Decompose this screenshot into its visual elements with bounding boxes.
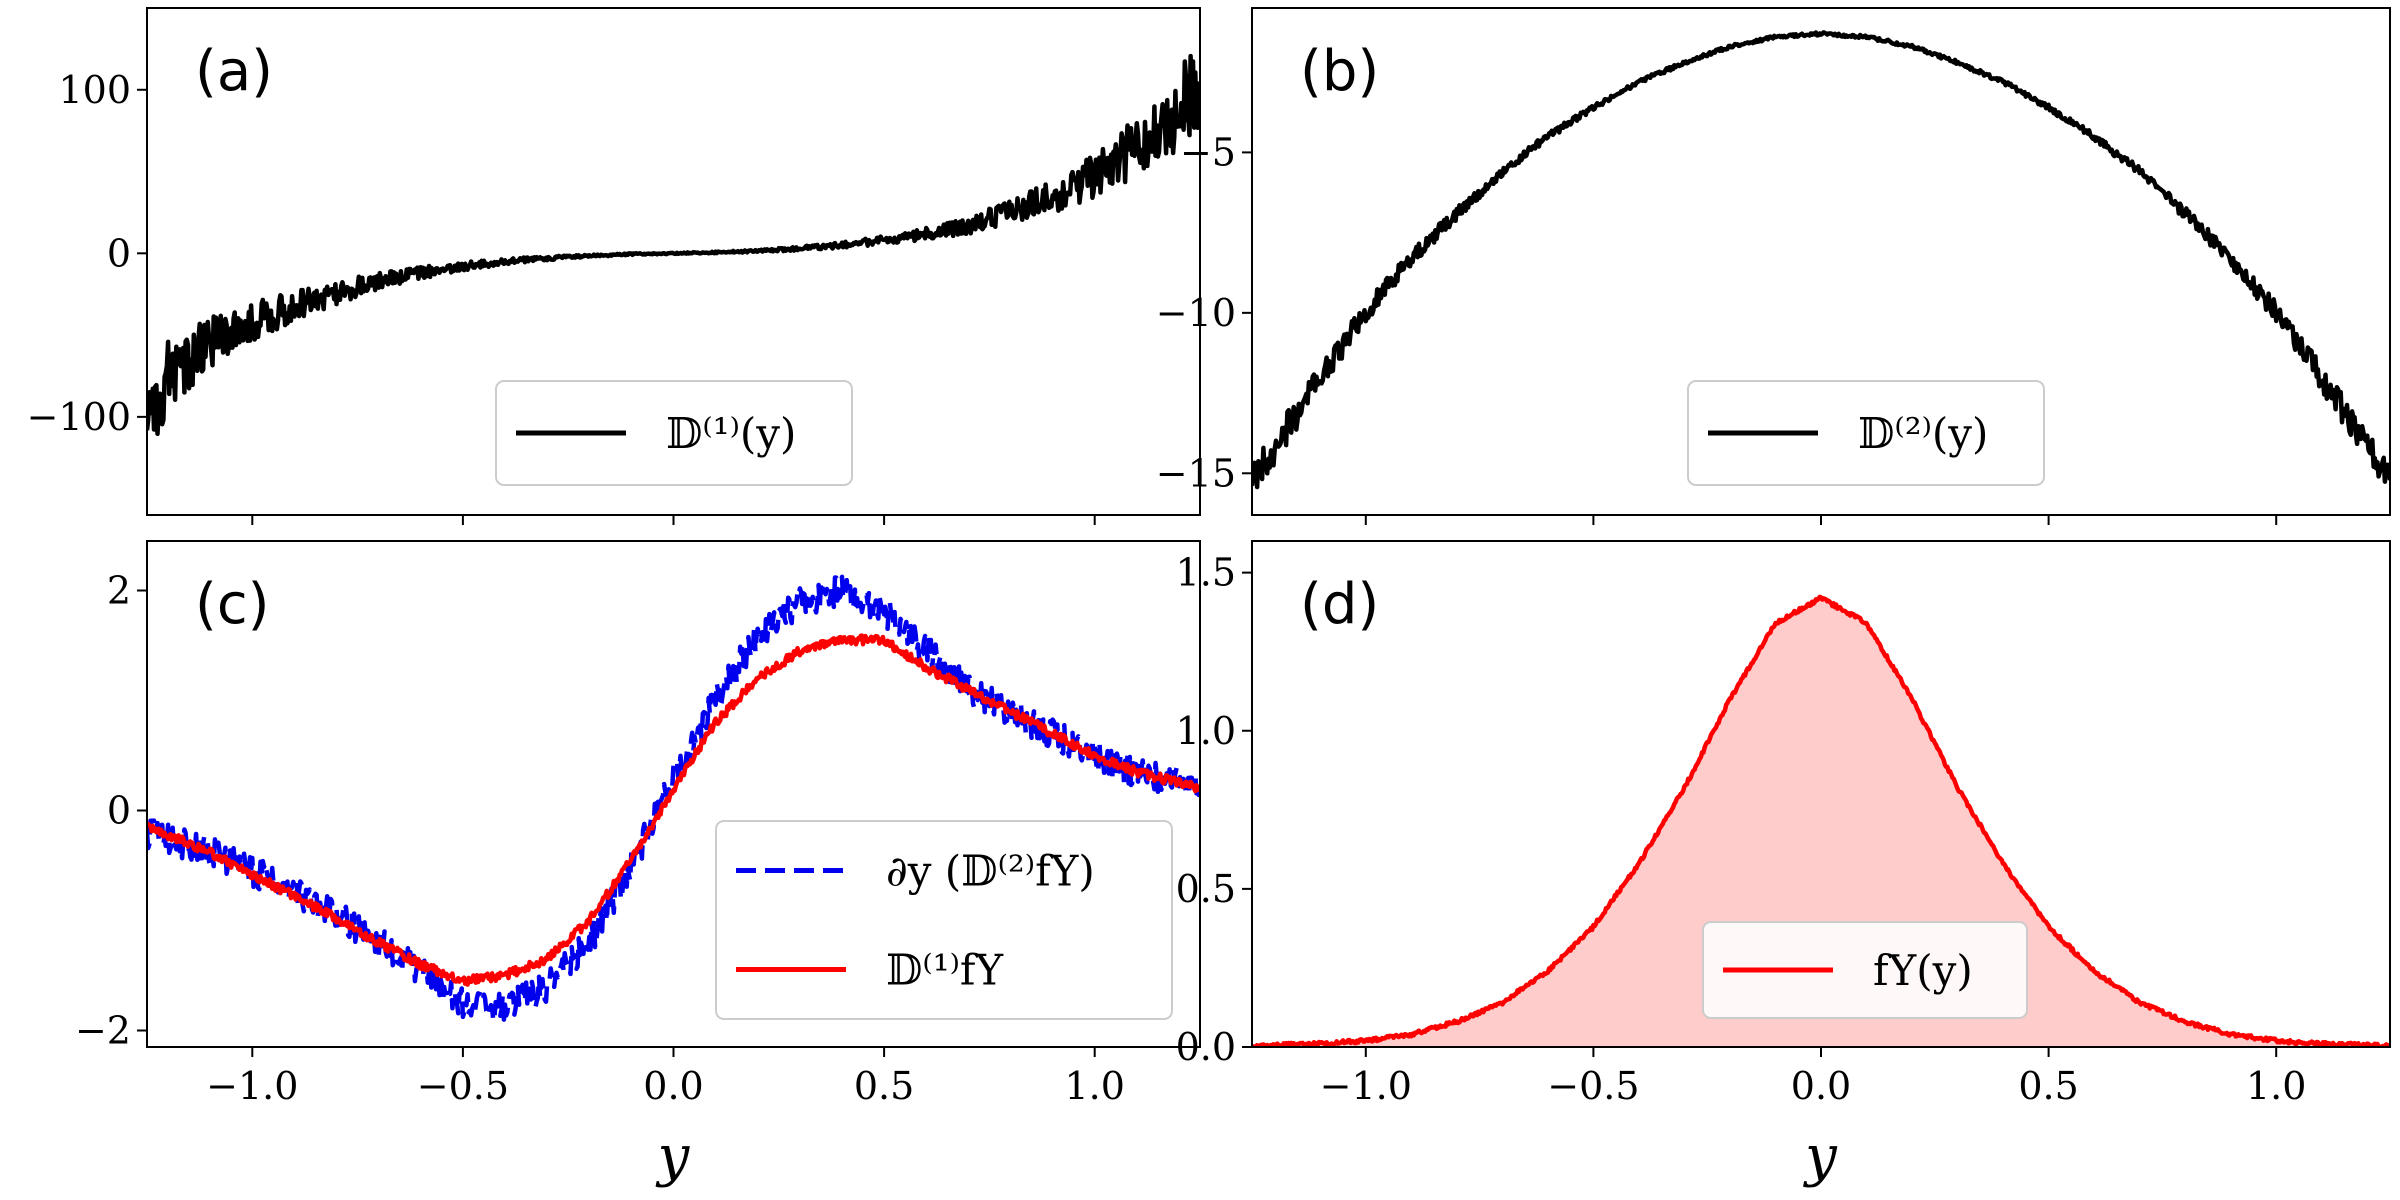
y-tick-label: 100	[58, 68, 131, 112]
x-tick-label: −0.5	[417, 1064, 509, 1108]
series-fill-area	[1252, 596, 2390, 1047]
legend-label: ∂y (𝔻⁽²⁾fY)	[886, 847, 1095, 896]
y-tick-label: 1.5	[1176, 551, 1236, 595]
legend-box	[1687, 380, 2045, 486]
legend-label: 𝔻⁽¹⁾(y)	[666, 409, 796, 458]
y-tick-label: −5	[1180, 130, 1236, 174]
panel-label: (b)	[1300, 39, 1379, 104]
legend: 𝔻⁽¹⁾(y)	[495, 380, 853, 486]
series-line-2	[147, 633, 1200, 987]
panel-label: (c)	[195, 572, 269, 637]
panel-label: (d)	[1300, 572, 1379, 637]
x-axis-label: y	[655, 1124, 691, 1189]
panel-b: −5 −10 −15 (b) 𝔻⁽²⁾(y)	[1156, 7, 2391, 525]
panel-label: (a)	[195, 39, 273, 104]
legend-label: 𝔻⁽¹⁾fY	[886, 946, 1004, 995]
legend: ∂y (𝔻⁽²⁾fY) 𝔻⁽¹⁾fY	[715, 820, 1173, 1020]
plot-area	[147, 574, 1200, 1024]
plot-area	[147, 53, 1200, 436]
series-line-1	[147, 53, 1200, 436]
legend: fY(y)	[1702, 921, 2028, 1019]
y-tick-label: −15	[1156, 451, 1236, 495]
y-tick-label: 0.5	[1176, 867, 1236, 911]
x-tick-label: 0.5	[2018, 1064, 2078, 1108]
panel-a: 100 0 −100 (a) 𝔻⁽¹⁾(y)	[27, 7, 1201, 525]
legend-label: fY(y)	[1873, 946, 1973, 995]
x-tick-label: 1.0	[2246, 1064, 2306, 1108]
legend-box	[1702, 921, 2028, 1019]
panel-c: 2 0 −2 −1.0 −0.5 0.0 0.5 1.0 y (c) ∂y (𝔻⁽²⁾fY) 𝔻⁽¹⁾…	[75, 540, 1201, 1189]
x-tick-label: 0.5	[854, 1064, 914, 1108]
legend: 𝔻⁽²⁾(y)	[1687, 380, 2045, 486]
legend-label: 𝔻⁽²⁾(y)	[1858, 409, 1988, 458]
y-tick-label: 0.0	[1176, 1025, 1236, 1069]
y-tick-label: 0	[107, 231, 131, 275]
plot-area	[1252, 594, 2390, 1047]
x-tick-label: 0.0	[643, 1064, 703, 1108]
panel-d: 1.5 1.0 0.5 0.0 −1.0 −0.5 0.0 0.5 1.0 y (d) fY(y)	[1176, 540, 2391, 1189]
y-tick-label: −2	[75, 1009, 131, 1053]
x-tick-label: −1.0	[1320, 1064, 1412, 1108]
y-tick-label: 2	[107, 569, 131, 613]
legend-box	[495, 380, 853, 486]
y-tick-label: 1.0	[1176, 709, 1236, 753]
plot-area	[1252, 30, 2390, 490]
series-line-1	[1252, 594, 2390, 1047]
x-tick-label: 1.0	[1064, 1064, 1124, 1108]
y-tick-label: 0	[107, 789, 131, 833]
x-tick-label: −1.0	[206, 1064, 298, 1108]
x-tick-label: −0.5	[1547, 1064, 1639, 1108]
x-axis-label: y	[1802, 1124, 1838, 1189]
x-tick-label: 0.0	[1791, 1064, 1851, 1108]
series-line-1	[1252, 30, 2390, 490]
y-tick-label: −10	[1156, 291, 1236, 335]
y-tick-label: −100	[27, 395, 131, 439]
